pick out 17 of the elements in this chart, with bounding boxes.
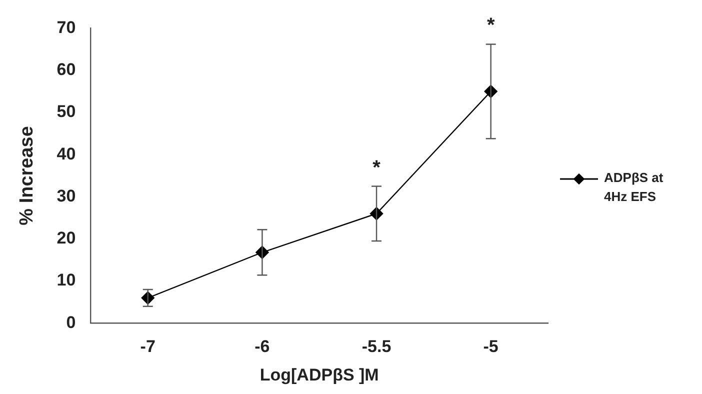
x-tick-label: -5 (483, 337, 498, 356)
y-tick-label: 50 (56, 102, 76, 122)
y-tick-label: 20 (56, 228, 76, 248)
y-tick-label: 10 (56, 270, 76, 290)
data-label: * (372, 156, 381, 179)
y-tick-label: 0 (66, 312, 76, 332)
x-tick-label: -5.5 (362, 337, 392, 356)
x-tick-label: -6 (254, 337, 270, 356)
data-label: * (486, 14, 495, 37)
y-tick-label: 60 (56, 60, 76, 80)
x-tick-label: -7 (140, 337, 156, 356)
legend-label: ADPβS at 4Hz EFS (604, 169, 664, 206)
y-tick-label: 40 (56, 144, 76, 164)
y-tick-label: 30 (56, 186, 76, 206)
x-axis-title: Log[ADPβS ]M (260, 365, 379, 384)
y-axis-title: % Increase (16, 126, 38, 226)
y-tick-label: 70 (56, 18, 76, 37)
